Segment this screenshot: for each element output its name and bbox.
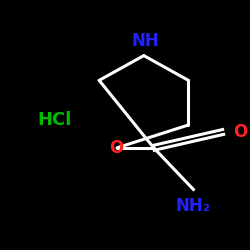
Text: HCl: HCl <box>38 111 72 129</box>
Text: O: O <box>233 123 247 141</box>
Text: NH₂: NH₂ <box>176 198 211 216</box>
Text: O: O <box>109 139 123 157</box>
Text: NH: NH <box>132 32 160 50</box>
